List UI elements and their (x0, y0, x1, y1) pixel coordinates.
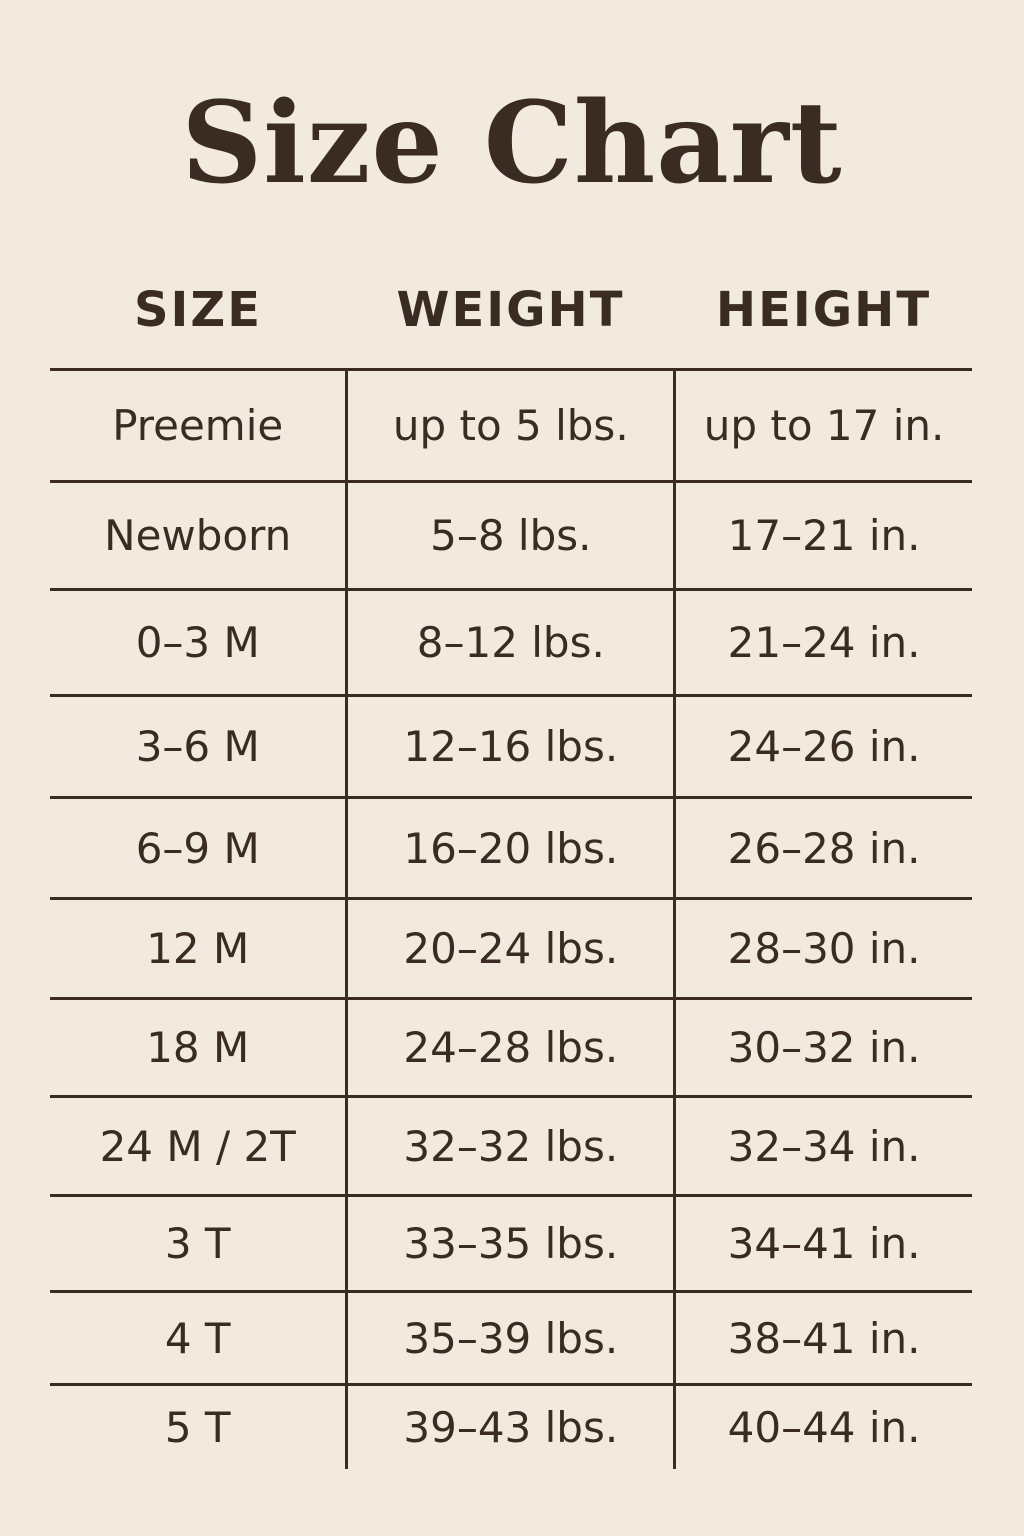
weight-cell: 20–24 lbs. (346, 897, 677, 999)
height-cell: 34–41 in. (674, 1194, 972, 1292)
height-cell: 17–21 in. (674, 480, 972, 590)
weight-cell: 35–39 lbs. (346, 1290, 677, 1385)
size-cell: 18 M (50, 997, 349, 1097)
weight-cell: 39–43 lbs. (346, 1383, 677, 1469)
height-cell: 24–26 in. (674, 694, 972, 798)
height-cell: 38–41 in. (674, 1290, 972, 1385)
table-row: 4 T 35–39 lbs. 38–41 in. (50, 1290, 972, 1385)
table-row: 18 M 24–28 lbs. 30–32 in. (50, 997, 972, 1097)
weight-cell: 32–32 lbs. (346, 1095, 677, 1196)
weight-cell: up to 5 lbs. (346, 368, 677, 482)
table-row: 0–3 M 8–12 lbs. 21–24 in. (50, 588, 972, 696)
table-row: 3–6 M 12–16 lbs. 24–26 in. (50, 694, 972, 798)
weight-cell: 12–16 lbs. (346, 694, 677, 798)
height-cell: 30–32 in. (674, 997, 972, 1097)
weight-cell: 5–8 lbs. (346, 480, 677, 590)
weight-cell: 33–35 lbs. (346, 1194, 677, 1292)
size-cell: 24 M / 2T (50, 1095, 349, 1196)
size-table: Preemie up to 5 lbs. up to 17 in. Newborn 5–… (50, 368, 972, 1469)
size-cell: 5 T (50, 1383, 349, 1469)
height-cell: 32–34 in. (674, 1095, 972, 1196)
size-cell: Newborn (50, 480, 349, 590)
size-cell: 4 T (50, 1290, 349, 1385)
table-row: 3 T 33–35 lbs. 34–41 in. (50, 1194, 972, 1292)
height-cell: 40–44 in. (674, 1383, 972, 1469)
height-cell: 26–28 in. (674, 796, 972, 899)
page-title: Size Chart (181, 78, 843, 209)
weight-cell: 8–12 lbs. (346, 588, 677, 696)
table-row: 6–9 M 16–20 lbs. 26–28 in. (50, 796, 972, 899)
table-header: SIZE WEIGHT HEIGHT (50, 282, 972, 346)
header-size: SIZE (133, 282, 263, 338)
size-cell: 3 T (50, 1194, 349, 1292)
size-cell: 6–9 M (50, 796, 349, 899)
table-row: Preemie up to 5 lbs. up to 17 in. (50, 368, 972, 482)
size-cell: 12 M (50, 897, 349, 999)
header-height: HEIGHT (715, 282, 932, 338)
header-weight: WEIGHT (396, 282, 625, 338)
size-cell: Preemie (50, 368, 349, 482)
size-cell: 0–3 M (50, 588, 349, 696)
table-row: Newborn 5–8 lbs. 17–21 in. (50, 480, 972, 590)
table-row: 5 T 39–43 lbs. 40–44 in. (50, 1383, 972, 1469)
weight-cell: 24–28 lbs. (346, 997, 677, 1097)
height-cell: up to 17 in. (674, 368, 972, 482)
size-cell: 3–6 M (50, 694, 349, 798)
height-cell: 21–24 in. (674, 588, 972, 696)
table-row: 12 M 20–24 lbs. 28–30 in. (50, 897, 972, 999)
height-cell: 28–30 in. (674, 897, 972, 999)
table-row: 24 M / 2T 32–32 lbs. 32–34 in. (50, 1095, 972, 1196)
weight-cell: 16–20 lbs. (346, 796, 677, 899)
